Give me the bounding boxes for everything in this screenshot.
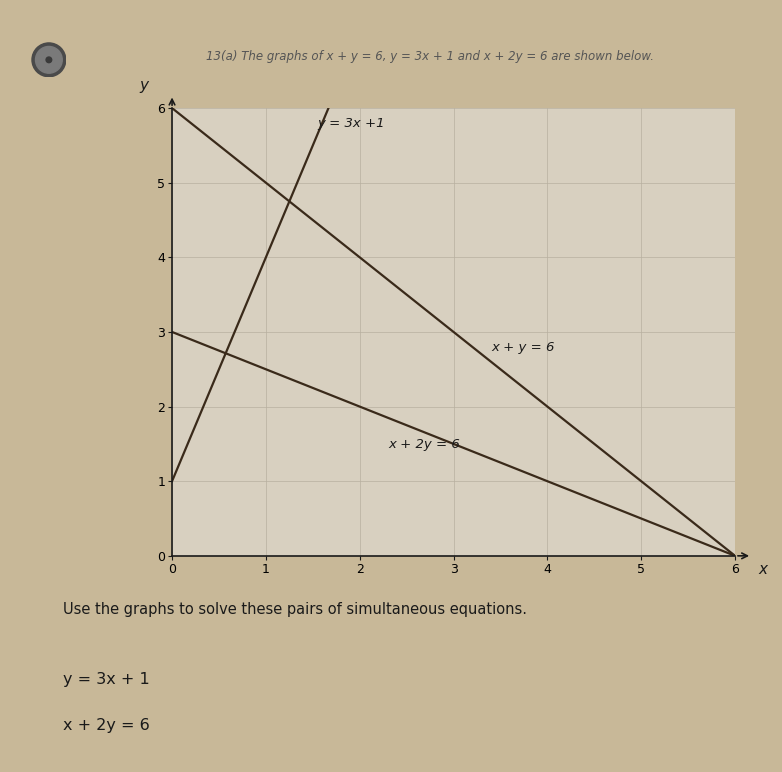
Text: x + y = 6: x + y = 6: [491, 340, 554, 354]
Text: x: x: [759, 562, 768, 577]
Text: x + 2y = 6: x + 2y = 6: [388, 438, 460, 451]
Circle shape: [32, 43, 66, 76]
Text: y = 3x + 1: y = 3x + 1: [63, 672, 149, 686]
Text: 13(a) The graphs of x + y = 6, y = 3x + 1 and x + 2y = 6 are shown below.: 13(a) The graphs of x + y = 6, y = 3x + …: [206, 50, 654, 63]
Circle shape: [35, 46, 63, 73]
Text: y = 3x +1: y = 3x +1: [317, 117, 385, 130]
Text: y: y: [139, 78, 149, 93]
Text: Use the graphs to solve these pairs of simultaneous equations.: Use the graphs to solve these pairs of s…: [63, 602, 526, 617]
Text: x + 2y = 6: x + 2y = 6: [63, 718, 149, 733]
Circle shape: [46, 57, 52, 63]
